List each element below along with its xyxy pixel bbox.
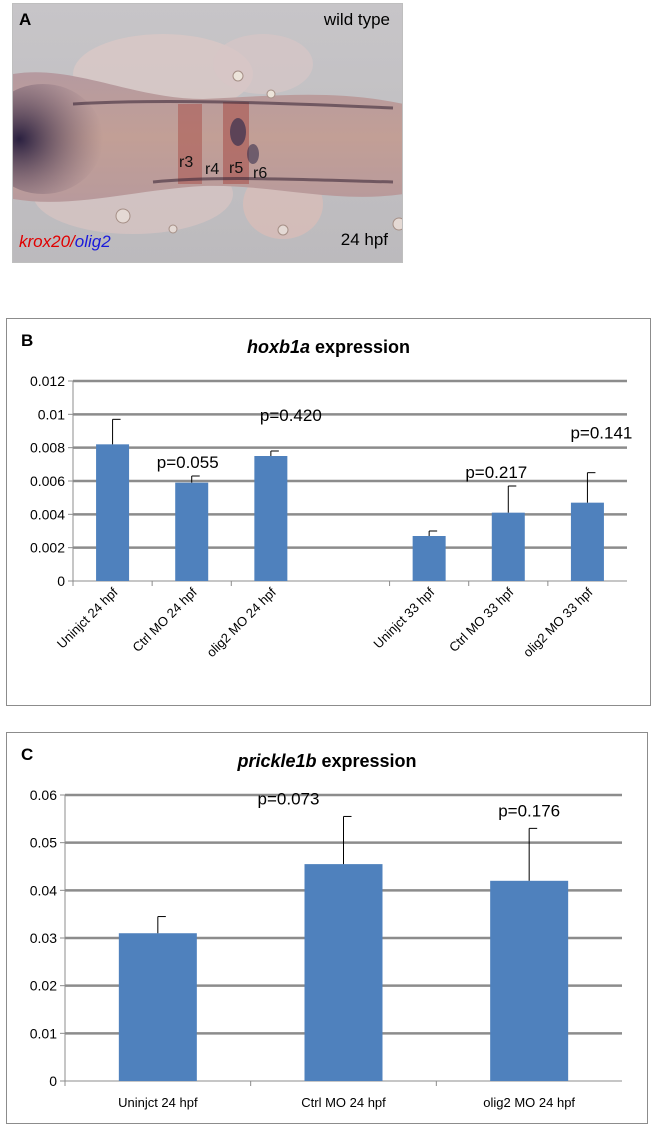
category-label: olig2 MO 33 hpf: [520, 584, 596, 660]
category-label: Uninjct 24 hpf: [118, 1095, 198, 1110]
category-label: Uninjct 24 hpf: [54, 584, 121, 651]
embryo-micrograph: [13, 4, 402, 262]
category-label: Uninjct 33 hpf: [370, 584, 437, 651]
y-tick-label: 0.012: [30, 373, 65, 389]
prickle1b-bar-chart: 0 0.01 0.02 0.03 0.04 0.05 0.06 Uninjct 24 hpf p…: [30, 787, 622, 1110]
p-value-label: p=0.141: [570, 424, 632, 443]
chart-title: prickle1b expression: [7, 751, 647, 772]
stain-separator: /: [70, 232, 75, 251]
category-label: olig2 MO 24 hpf: [483, 1095, 575, 1110]
bar: [491, 512, 525, 581]
p-value-label: p=0.217: [465, 463, 527, 482]
p-value-label: p=0.420: [260, 406, 322, 425]
hoxb1a-bar-chart: 0 0.002 0.004 0.006 0.008 0.01 0.012 Uninjct 24…: [30, 373, 632, 660]
hoxb1a-chart-panel: B hoxb1a expression 0 0.002 0.004 0.006 0.00…: [6, 318, 651, 706]
panel-b-letter: B: [21, 331, 34, 350]
y-tick-label: 0.03: [30, 930, 57, 946]
y-tick-label: 0.002: [30, 540, 65, 556]
rhombomere-label: r3: [179, 154, 194, 171]
chart-title-suffix: expression: [316, 751, 417, 771]
y-tick-label: 0.008: [30, 440, 65, 456]
embryo-image-panel: A wild type 24 hpf krox20/olig2 r3 r4 r5…: [12, 3, 403, 263]
bar: [570, 502, 604, 581]
bar: [118, 933, 197, 1081]
condition-label: wild type: [323, 10, 390, 29]
p-value-label: p=0.073: [258, 789, 320, 808]
panel-c-letter: C: [21, 745, 34, 764]
y-tick-label: 0.01: [30, 1025, 57, 1041]
y-tick-label: 0.05: [30, 835, 57, 851]
y-tick-label: 0.006: [30, 473, 65, 489]
chart-title-suffix: expression: [309, 337, 411, 357]
bar: [175, 482, 209, 581]
prickle1b-chart-panel: C prickle1b expression 0 0.01 0.02 0.03 0.04…: [6, 732, 648, 1124]
category-label: olig2 MO 24 hpf: [203, 584, 279, 660]
panel-a-letter: A: [19, 10, 32, 29]
chart-title-gene: prickle1b: [237, 751, 317, 771]
bar: [304, 864, 383, 1081]
y-tick-label: 0.02: [30, 978, 57, 994]
rhombomere-label: r6: [253, 165, 268, 182]
y-tick-label: 0: [57, 573, 65, 589]
p-value-label: p=0.176: [498, 801, 560, 820]
category-label: Ctrl MO 24 hpf: [301, 1095, 386, 1110]
bar: [254, 456, 288, 581]
y-tick-label: 0.06: [30, 787, 57, 803]
stain-red-label: krox20: [19, 232, 71, 251]
stage-label: 24 hpf: [340, 230, 388, 249]
y-tick-label: 0.04: [30, 882, 57, 898]
y-tick-label: 0.01: [38, 406, 65, 422]
category-label: Ctrl MO 33 hpf: [446, 584, 517, 655]
stain-legend: krox20/olig2: [19, 232, 111, 252]
bar: [412, 536, 446, 581]
chart-title: hoxb1a expression: [7, 337, 650, 358]
category-label: Ctrl MO 24 hpf: [129, 584, 200, 655]
chart-title-gene: hoxb1a: [246, 337, 310, 357]
y-tick-label: 0.004: [30, 506, 65, 522]
stain-blue-label: olig2: [74, 232, 111, 251]
p-value-label: p=0.055: [157, 453, 219, 472]
rhombomere-label: r4: [205, 161, 220, 178]
rhombomere-label: r5: [229, 160, 244, 177]
y-tick-label: 0: [49, 1073, 57, 1089]
bar: [96, 444, 130, 581]
bar: [490, 880, 569, 1081]
